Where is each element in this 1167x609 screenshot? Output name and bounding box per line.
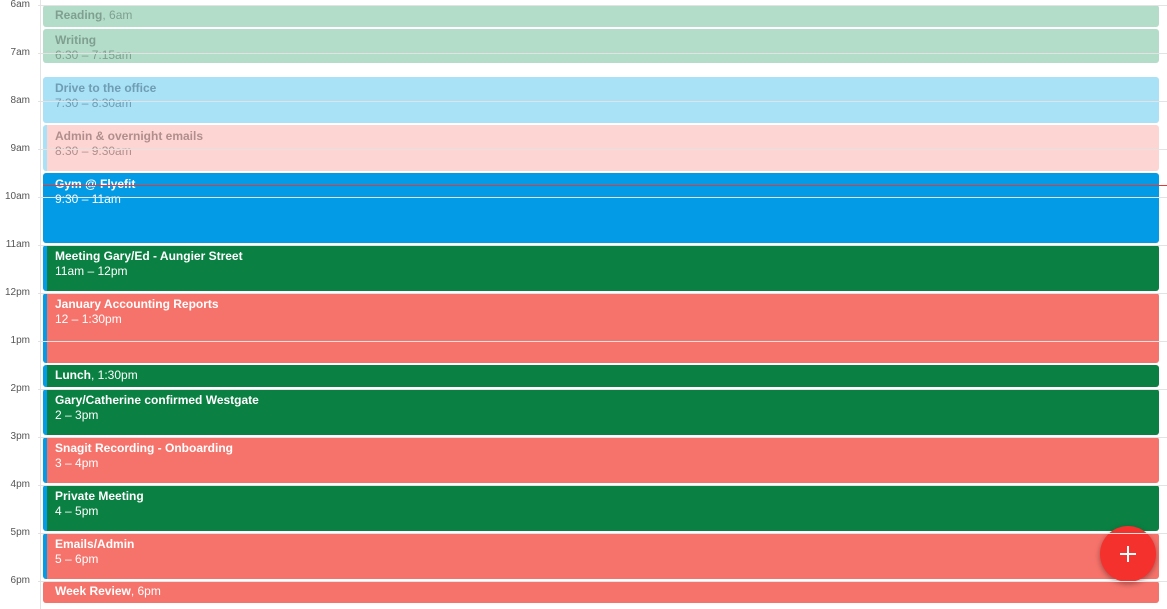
event-title: Lunch [55,368,91,382]
event-time: 7:30 – 8:30am [55,96,132,110]
event-time: 8:30 – 9:30am [55,144,132,158]
event[interactable]: Private Meeting 4 – 5pm [43,485,1159,531]
hour-label: 8am [10,95,30,106]
event[interactable]: Week Review, 6pm [43,581,1159,603]
event-title: Private Meeting [55,489,144,503]
event-title: January Accounting Reports [55,297,219,311]
hour-grid-line [38,389,1167,390]
event[interactable]: January Accounting Reports 12 – 1:30pm [43,293,1159,363]
hour-grid-line [38,341,1167,342]
event-title: Week Review [55,584,131,598]
hour-label: 12pm [4,287,30,298]
event-time: 6:30 – 7:15am [55,48,132,62]
hour-grid-line [38,149,1167,150]
hour-label: 7am [10,47,30,58]
hour-label: 6am [10,0,30,10]
event[interactable]: Meeting Gary/Ed - Aungier Street 11am – 1… [43,245,1159,291]
event[interactable]: Gary/Catherine confirmed Westgate 2 – 3pm [43,389,1159,435]
separator: , [102,8,110,22]
event-time: 6pm [137,584,161,598]
event-title: Writing [55,33,97,47]
event-time: 2 – 3pm [55,408,99,422]
event-time: 11am – 12pm [55,264,128,278]
event[interactable]: Writing 6:30 – 7:15am [43,29,1159,63]
hour-label: 5pm [10,527,30,538]
event-title: Snagit Recording - Onboarding [55,441,233,455]
add-event-button[interactable] [1100,526,1156,582]
hour-label: 4pm [10,479,30,490]
current-time-line [43,185,1167,186]
hour-grid-line [38,53,1167,54]
hour-grid-line [38,5,1167,6]
event[interactable]: Snagit Recording - Onboarding 3 – 4pm [43,437,1159,483]
hour-label: 9am [10,143,30,154]
hour-grid-line [38,101,1167,102]
event-time: 12 – 1:30pm [55,312,122,326]
event-title: Admin & overnight emails [55,129,204,143]
event-title: Gary/Catherine confirmed Westgate [55,393,259,407]
hour-label: 1pm [10,335,30,346]
hour-grid-line [38,293,1167,294]
event-time: 6am [109,8,133,22]
event-time: 1:30pm [97,368,138,382]
hour-grid-line [38,485,1167,486]
event[interactable]: Lunch, 1:30pm [43,365,1159,387]
hour-label: 6pm [10,575,30,586]
hour-label: 2pm [10,383,30,394]
event-time: 5 – 6pm [55,552,99,566]
hour-label: 11am [5,239,30,250]
event-title: Emails/Admin [55,537,135,551]
event[interactable]: Drive to the office 7:30 – 8:30am [43,77,1159,123]
day-divider [40,0,41,609]
event-title: Reading [55,8,103,22]
separator: , [91,368,98,382]
event[interactable]: Admin & overnight emails 8:30 – 9:30am [43,125,1159,171]
hour-grid-line [38,533,1167,534]
event[interactable]: Reading, 6am [43,5,1159,27]
hour-grid-line [38,197,1167,198]
hour-label: 10am [4,191,30,202]
event[interactable]: Emails/Admin 5 – 6pm [43,533,1159,579]
event-title: Gym @ Flyefit [55,177,136,191]
event-time: 3 – 4pm [55,456,99,470]
event-title: Meeting Gary/Ed - Aungier Street [55,249,243,263]
hour-label: 3pm [10,431,30,442]
event[interactable]: Gym @ Flyefit 9:30 – 11am [43,173,1159,243]
event-time: 4 – 5pm [55,504,99,518]
event-title: Drive to the office [55,81,157,95]
hour-grid-line [38,437,1167,438]
hour-grid-line [38,581,1167,582]
event-time: 9:30 – 11am [55,192,121,206]
hour-grid-line [38,245,1167,246]
separator: , [130,584,138,598]
